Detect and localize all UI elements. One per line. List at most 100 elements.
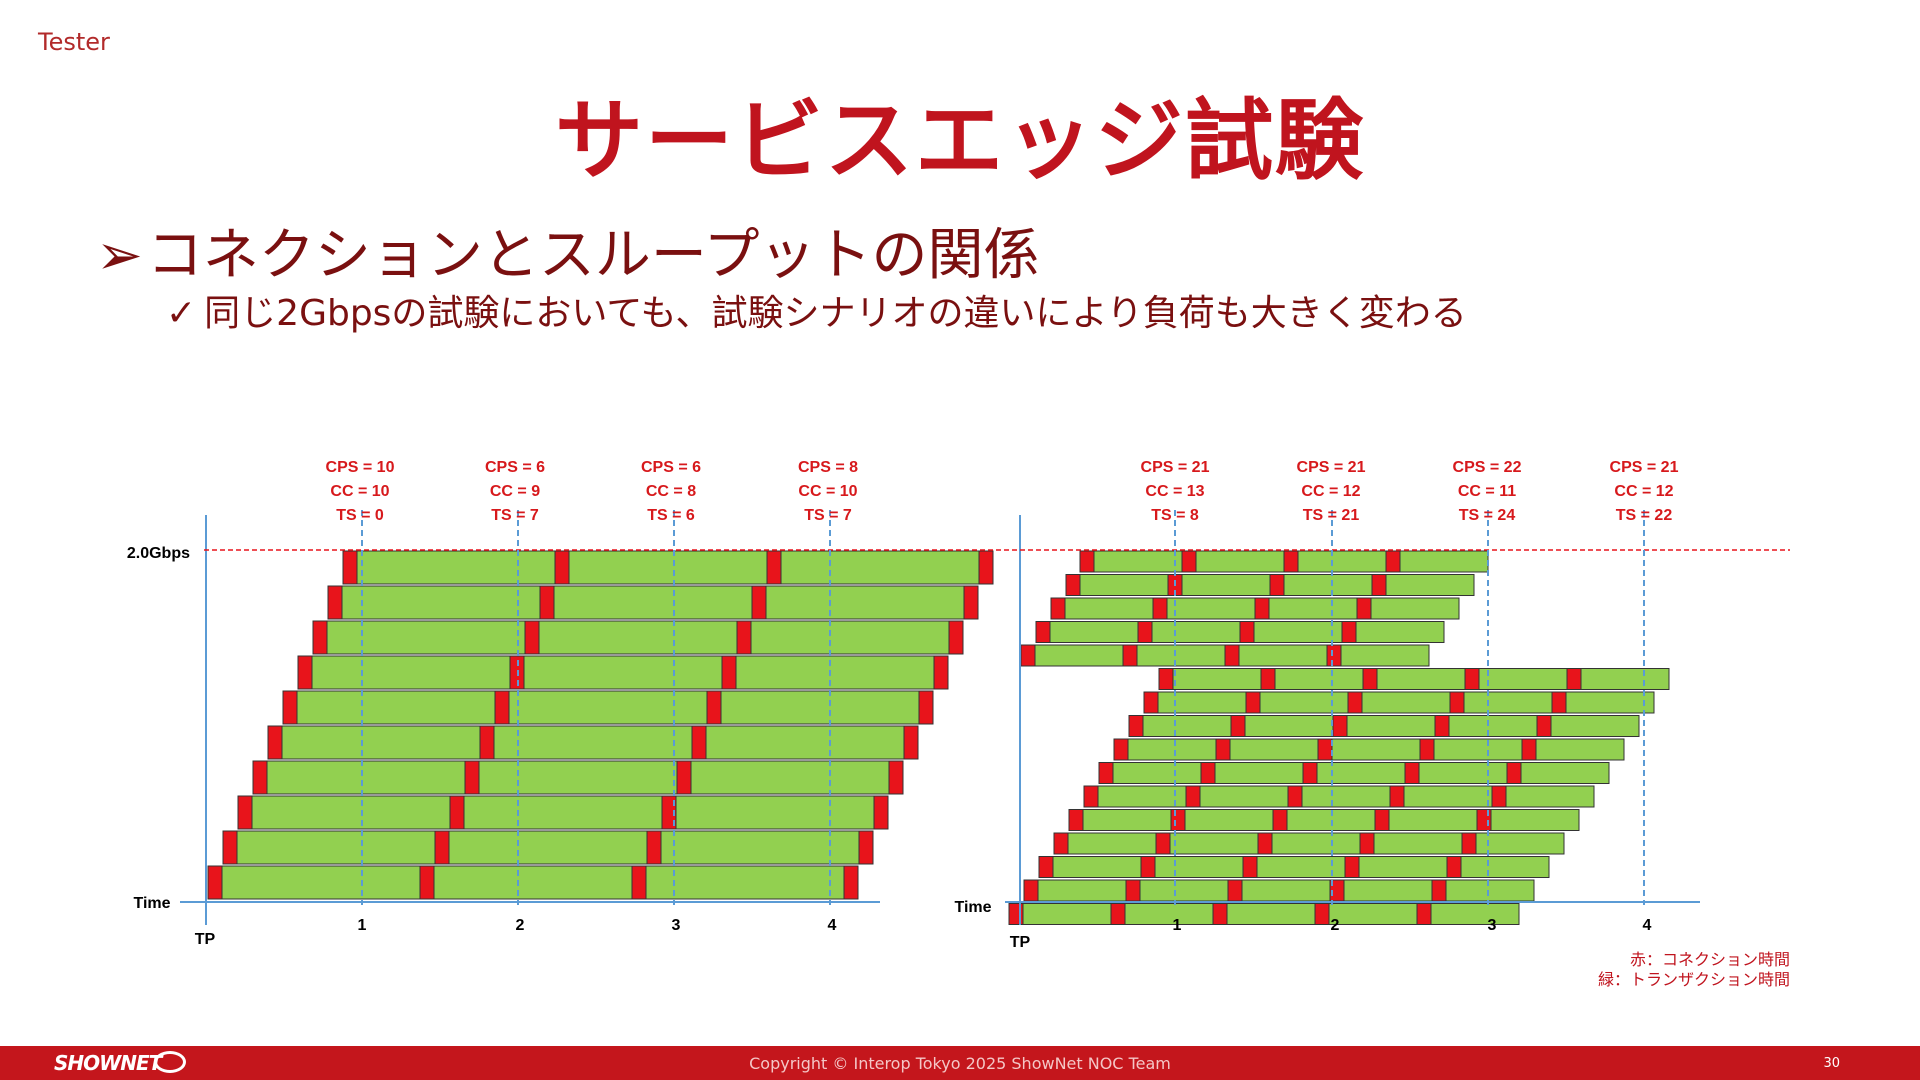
connection-segment xyxy=(888,760,904,795)
left-cc-label: CC = 9 xyxy=(490,483,540,500)
transaction-segment xyxy=(341,585,541,620)
transaction-segment xyxy=(705,725,905,760)
connection-segment xyxy=(1035,621,1051,643)
sub-bullet-text: 同じ2Gbpsの試験においても、試験シナリオの違いにより負荷も大きく変わる xyxy=(204,293,1467,334)
connection-segment xyxy=(282,690,298,725)
connection-segment xyxy=(1110,903,1126,925)
check-bullet-icon: ✓ xyxy=(166,293,197,334)
connection-segment xyxy=(1257,832,1273,855)
left-ts-label: TS = 7 xyxy=(804,507,852,524)
transaction-segment xyxy=(251,795,451,830)
connection-segment xyxy=(1079,550,1095,573)
transaction-segment xyxy=(1241,879,1331,902)
transaction-segment xyxy=(1445,879,1535,902)
logo-ring-icon xyxy=(154,1051,186,1073)
connection-segment xyxy=(691,725,707,760)
slide-title: サービスエッジ試験 xyxy=(554,89,1365,192)
transaction-segment xyxy=(1259,691,1349,714)
left-ts-label: TS = 0 xyxy=(336,507,384,524)
connection-segment xyxy=(903,725,919,760)
transaction-segment xyxy=(1460,856,1550,878)
transaction-segment xyxy=(1361,691,1451,714)
transaction-segment xyxy=(1181,574,1271,596)
connection-segment xyxy=(1341,621,1357,643)
transaction-segment xyxy=(1399,550,1489,573)
transaction-segment xyxy=(1268,597,1358,620)
left-ts-label: TS = 7 xyxy=(491,507,539,524)
left-cps-label: CPS = 8 xyxy=(798,459,858,476)
transaction-segment xyxy=(538,620,738,655)
transaction-segment xyxy=(1490,809,1580,831)
connection-segment xyxy=(1212,903,1228,925)
transaction-segment xyxy=(311,655,511,690)
connection-segment xyxy=(1416,903,1432,925)
arrow-bullet-icon: ➢ xyxy=(96,223,143,288)
transaction-segment xyxy=(1376,668,1466,690)
transaction-segment xyxy=(1195,550,1285,573)
connection-segment xyxy=(312,620,328,655)
page-number: 30 xyxy=(1823,1056,1840,1071)
left-ts-label: TS = 6 xyxy=(647,507,695,524)
connection-segment xyxy=(1170,809,1186,831)
right-cps-label: CPS = 21 xyxy=(1141,459,1210,476)
connection-segment xyxy=(1227,879,1243,902)
transaction-segment xyxy=(750,620,950,655)
transaction-segment xyxy=(448,830,648,865)
connection-segment xyxy=(1272,809,1288,831)
transaction-segment xyxy=(1049,621,1139,643)
connection-segment xyxy=(963,585,979,620)
connection-segment xyxy=(918,690,934,725)
connection-segment xyxy=(1446,856,1462,878)
right-origin-label: TP xyxy=(1010,934,1031,951)
connection-segment xyxy=(1215,738,1231,761)
transaction-segment xyxy=(326,620,526,655)
connection-segment xyxy=(1125,879,1141,902)
transaction-segment xyxy=(645,865,845,900)
transaction-segment xyxy=(1199,785,1289,808)
transaction-segment xyxy=(1082,809,1172,831)
connection-segment xyxy=(721,655,737,690)
transaction-segment xyxy=(660,830,860,865)
connection-segment xyxy=(948,620,964,655)
connection-segment xyxy=(237,795,253,830)
right-cc-label: CC = 13 xyxy=(1145,483,1204,500)
right-ts-label: TS = 8 xyxy=(1151,507,1199,524)
transaction-segment xyxy=(1346,715,1436,737)
transaction-segment xyxy=(1535,738,1625,761)
left-cc-label: CC = 10 xyxy=(798,483,857,500)
transaction-segment xyxy=(765,585,965,620)
right-time-label: Time xyxy=(954,899,991,916)
transaction-segment xyxy=(1244,715,1334,737)
transaction-segment xyxy=(1166,597,1256,620)
transaction-segment xyxy=(1136,644,1226,667)
connection-segment xyxy=(1314,903,1330,925)
left-cc-label: CC = 8 xyxy=(646,483,696,500)
left-tick-label: 3 xyxy=(672,917,681,934)
transaction-segment xyxy=(1238,644,1328,667)
connection-segment xyxy=(1038,856,1054,878)
corner-label: Tester xyxy=(38,28,110,56)
left-time-label: Time xyxy=(133,895,170,912)
connection-segment xyxy=(1389,785,1405,808)
right-ts-label: TS = 24 xyxy=(1459,507,1516,524)
connection-segment xyxy=(1158,668,1174,690)
transaction-segment xyxy=(1022,903,1112,925)
connection-segment xyxy=(1185,785,1201,808)
right-cps-label: CPS = 21 xyxy=(1610,459,1679,476)
connection-segment xyxy=(1404,762,1420,784)
connection-segment xyxy=(766,550,782,585)
transaction-segment xyxy=(675,795,875,830)
left-cc-label: CC = 10 xyxy=(330,483,389,500)
connection-segment xyxy=(1239,621,1255,643)
right-cc-label: CC = 12 xyxy=(1614,483,1673,500)
transaction-segment xyxy=(1079,574,1169,596)
transaction-segment xyxy=(1154,856,1244,878)
transaction-segment xyxy=(508,690,708,725)
right-tick-label: 4 xyxy=(1643,917,1652,934)
transaction-segment xyxy=(356,550,556,585)
connection-segment xyxy=(843,865,859,900)
transaction-segment xyxy=(1157,691,1247,714)
connection-segment xyxy=(267,725,283,760)
transaction-segment xyxy=(1463,691,1553,714)
transaction-segment xyxy=(1520,762,1610,784)
